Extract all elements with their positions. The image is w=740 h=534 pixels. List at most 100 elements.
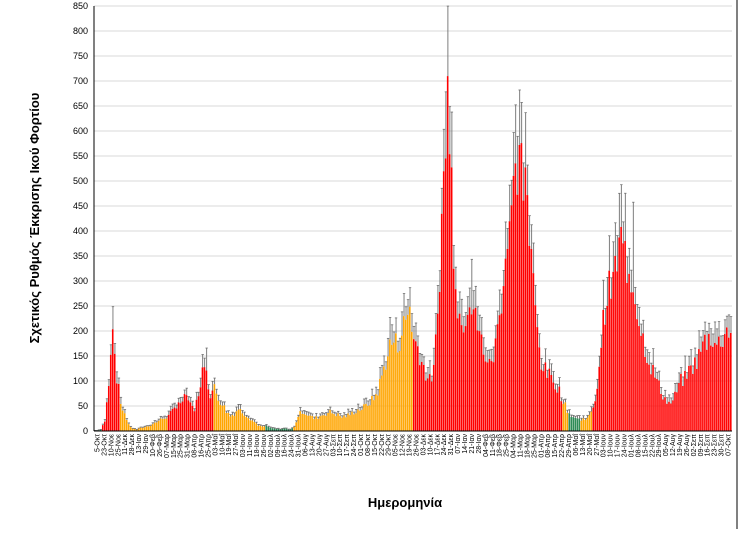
bar <box>488 358 491 431</box>
y-tick-label: 700 <box>73 76 88 86</box>
bar <box>401 335 403 431</box>
bar <box>371 395 373 431</box>
x-tick-label: 01-Οκτ <box>358 434 365 456</box>
bar <box>223 405 226 431</box>
y-tick-label: 800 <box>73 26 88 36</box>
bar <box>139 427 142 431</box>
x-tick-label: 19-Μαΐ <box>225 434 233 456</box>
x-tick-label: 31-Δεκ <box>448 434 455 456</box>
bar <box>305 414 307 431</box>
bar <box>582 418 585 431</box>
x-tick-label: 16-Σεπ <box>705 434 712 457</box>
bar <box>670 403 672 431</box>
bar <box>343 415 345 431</box>
bar <box>454 289 457 431</box>
bar <box>137 428 140 431</box>
x-tick-label: 08-Οκτ <box>365 434 372 456</box>
bar <box>195 399 198 431</box>
bar <box>299 411 301 431</box>
bar <box>247 418 250 431</box>
bar <box>133 428 136 431</box>
error-bars-layer <box>93 5 733 431</box>
bar <box>257 425 260 431</box>
bar <box>634 304 636 431</box>
x-tick-label: 26-Φεβ <box>157 434 164 457</box>
x-tick-label: 12-Αυγ <box>670 434 677 457</box>
bar <box>245 417 248 431</box>
bar <box>107 386 110 431</box>
bar <box>468 307 471 431</box>
x-tick-label: 25-Νοε <box>115 434 122 456</box>
x-tick-label: 5-Οκτ <box>94 434 101 452</box>
bar <box>369 405 371 431</box>
bar <box>528 245 531 431</box>
bar <box>532 273 535 431</box>
bar <box>287 429 289 431</box>
bar <box>522 200 525 431</box>
bar <box>199 387 202 431</box>
bar <box>556 392 559 431</box>
bar <box>127 424 130 431</box>
bar <box>704 334 706 431</box>
bar <box>452 268 455 431</box>
bar <box>277 428 280 431</box>
x-tick-label: 21-Ιαν <box>469 434 476 454</box>
y-tick-label: 250 <box>73 301 88 311</box>
bar <box>692 373 694 431</box>
y-tick-label: 150 <box>73 351 88 361</box>
x-tick-label: 29-Απρ <box>566 434 573 458</box>
bar <box>239 408 242 431</box>
x-tick-label: 10-Δεκ <box>427 434 434 456</box>
bar <box>205 370 208 431</box>
x-tick-label: 11-Φεβ <box>490 434 497 456</box>
bar <box>718 336 720 431</box>
bar <box>730 332 732 431</box>
bar <box>562 403 565 431</box>
bar <box>233 416 236 431</box>
bar <box>151 424 154 431</box>
bar <box>113 353 116 431</box>
x-tick-label: 15-Μαρ <box>171 434 178 458</box>
bar <box>460 325 463 431</box>
bar <box>317 418 319 431</box>
bar <box>694 357 696 431</box>
bar <box>418 365 421 431</box>
x-tick-label: 20-Αυγ <box>316 434 323 457</box>
bar <box>624 240 626 431</box>
bar <box>125 420 128 431</box>
x-tick-label: 29-Ιαν <box>143 434 150 454</box>
bar <box>101 425 104 431</box>
bar <box>622 243 624 431</box>
y-tick-label: 0 <box>83 426 88 436</box>
x-tick-label: 06-Μαΐ <box>572 434 580 456</box>
bar <box>596 388 599 431</box>
bar <box>486 362 489 431</box>
bar <box>259 425 262 431</box>
bar <box>710 345 712 431</box>
bar <box>177 402 180 431</box>
bar <box>325 415 327 431</box>
bar <box>267 427 270 431</box>
x-tick-label: 27-Αυγ <box>323 434 330 457</box>
bar <box>197 396 200 431</box>
y-tick-label: 500 <box>73 176 88 186</box>
bar <box>201 367 204 431</box>
x-tick-label: 05-Αυγ <box>663 434 670 457</box>
bar <box>347 413 349 431</box>
bar <box>409 306 411 431</box>
bar <box>109 354 112 431</box>
bar <box>672 400 674 431</box>
bar <box>221 405 224 431</box>
bar <box>141 427 144 431</box>
bar <box>604 324 606 431</box>
bar <box>462 332 465 431</box>
bar <box>564 402 567 431</box>
bar <box>169 411 172 431</box>
bar <box>355 413 357 431</box>
x-tick-label: 28-Ιαν <box>476 434 483 454</box>
bar <box>572 417 575 431</box>
bar <box>161 418 164 431</box>
bar <box>478 331 481 431</box>
bar <box>207 389 210 431</box>
bar <box>189 402 192 431</box>
